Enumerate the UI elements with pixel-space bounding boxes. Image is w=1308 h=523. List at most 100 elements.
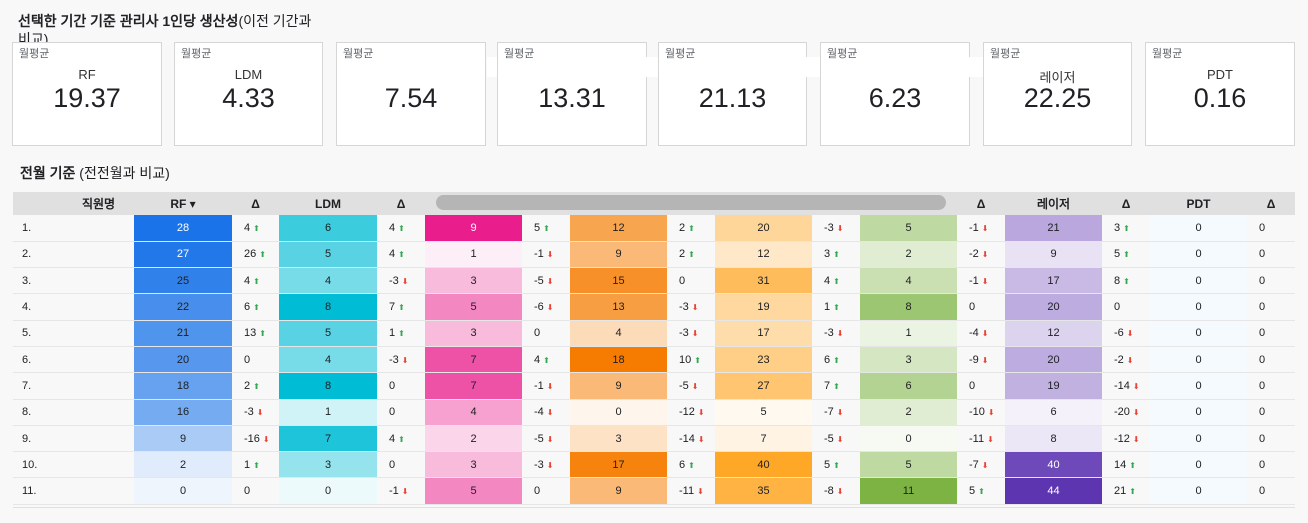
delta-cell: -2 ⬇ <box>957 241 1005 269</box>
table-row[interactable]: 11. 0 0 0 -1 ⬇ 5 0 9 -11 ⬇ 35 -8 ⬇ 11 5 ⬆ 44 21 ⬆ 0 0 <box>13 477 1295 505</box>
column-header[interactable]: 레이저 <box>1005 192 1102 215</box>
delta-cell: -4 ⬇ <box>957 320 1005 347</box>
delta-cell: 3 ⬆ <box>1102 215 1150 242</box>
arrow-down-icon: ⬇ <box>401 355 409 365</box>
scorecard-value: 6.23 <box>868 83 922 113</box>
arrow-down-icon: ⬇ <box>546 250 554 260</box>
delta-cell: 0 <box>377 372 425 400</box>
metric-cell: 12 <box>715 241 812 269</box>
table-bottom-border <box>13 507 1295 508</box>
metric-cell: 21 <box>134 320 232 347</box>
delta-value: -1 <box>534 248 544 261</box>
delta-value: -3 <box>244 406 254 419</box>
arrow-down-icon: ⬇ <box>691 329 699 339</box>
delta-value: -3 <box>389 353 399 366</box>
metric-cell: 17 <box>715 320 812 347</box>
arrow-up-icon: ⬆ <box>1123 223 1130 233</box>
arrow-up-icon: ⬆ <box>688 250 695 260</box>
delta-cell: -3 ⬇ <box>667 293 715 321</box>
scorecard: 월평균 7.54 <box>336 42 509 146</box>
employee-name <box>63 320 134 347</box>
delta-cell: 6 ⬆ <box>812 346 860 374</box>
arrow-up-icon: ⬆ <box>688 223 695 233</box>
metric-cell: 8 <box>279 372 377 400</box>
table-row[interactable]: 8. 16 -3 ⬇ 1 0 4 -4 ⬇ 0 -12 ⬇ 5 -7 ⬇ 2 -10 ⬇ 6 -20 ⬇ 0 0 <box>13 399 1295 426</box>
sort-header-rf[interactable]: RF ▾ <box>134 192 232 215</box>
arrow-up-icon: ⬆ <box>833 250 840 260</box>
metric-cell: 20 <box>1005 293 1102 321</box>
delta-cell: 4 ⬆ <box>232 215 279 242</box>
delta-value: 0 <box>1259 458 1266 471</box>
arrow-down-icon: ⬇ <box>836 223 844 233</box>
delta-value: -14 <box>1114 379 1130 392</box>
scorecard-value: 21.13 <box>698 83 767 113</box>
delta-cell: 13 ⬆ <box>232 320 279 347</box>
delta-value: 7 <box>824 379 831 392</box>
scorecard-metric-name: RF <box>78 67 96 82</box>
delta-value: 0 <box>679 274 686 287</box>
arrow-down-icon: ⬇ <box>256 408 264 418</box>
scorecard-value: 0.16 <box>1193 83 1247 113</box>
row-rank: 5. <box>13 320 63 347</box>
table-row[interactable]: 5. 21 13 ⬆ 5 1 ⬆ 3 0 4 -3 ⬇ 17 -3 ⬇ 1 -4 ⬇ 12 -6 ⬇ 0 0 <box>13 320 1295 347</box>
metric-cell: 9 <box>1005 241 1102 269</box>
delta-cell: -7 ⬇ <box>957 451 1005 479</box>
metric-cell: 5 <box>425 293 522 321</box>
scorecard: 월평균 LDM 4.33 <box>174 42 323 146</box>
metric-cell: 5 <box>279 320 377 347</box>
metric-cell: 3 <box>570 425 667 453</box>
table-row[interactable]: 6. 20 0 4 -3 ⬇ 7 4 ⬆ 18 10 ⬆ 23 6 ⬆ 3 -9 ⬇ 20 -2 ⬇ 0 0 <box>13 346 1295 374</box>
delta-value: 1 <box>389 327 396 340</box>
horizontal-scrollbar[interactable] <box>436 195 946 210</box>
scorecard-value: 22.25 <box>1023 83 1092 113</box>
metric-cell: 0 <box>279 477 377 505</box>
delta-cell: -5 ⬇ <box>522 425 570 453</box>
metric-cell: 6 <box>1005 399 1102 426</box>
table-row[interactable]: 3. 25 4 ⬆ 4 -3 ⬇ 3 -5 ⬇ 15 0 31 4 ⬆ 4 -1 ⬇ 17 8 ⬆ 0 0 <box>13 267 1295 295</box>
arrow-down-icon: ⬇ <box>1132 408 1140 418</box>
column-header[interactable]: Δ <box>1102 192 1150 215</box>
metric-cell: 4 <box>860 267 957 295</box>
delta-value: 3 <box>1114 221 1121 234</box>
scorecard-label: 월평균 <box>343 48 374 60</box>
delta-cell: -1 ⬇ <box>957 215 1005 242</box>
table-row[interactable]: 7. 18 2 ⬆ 8 0 7 -1 ⬇ 9 -5 ⬇ 27 7 ⬆ 6 0 19 -14 ⬇ 0 0 <box>13 372 1295 400</box>
delta-cell: 26 ⬆ <box>232 241 279 269</box>
arrow-up-icon: ⬆ <box>1129 487 1136 497</box>
metric-cell: 25 <box>134 267 232 295</box>
column-header[interactable]: Δ <box>957 192 1005 215</box>
table-row[interactable]: 1. 28 4 ⬆ 6 4 ⬆ 9 5 ⬆ 12 2 ⬆ 20 -3 ⬇ 5 -1 ⬇ 21 3 ⬆ 0 0 <box>13 215 1295 242</box>
column-header[interactable]: Δ <box>1247 192 1295 215</box>
column-header[interactable]: Δ <box>377 192 425 215</box>
column-header[interactable]: LDM <box>279 192 377 215</box>
arrow-up-icon: ⬆ <box>1123 276 1130 286</box>
employee-name <box>63 241 134 269</box>
arrow-down-icon: ⬇ <box>981 250 989 260</box>
delta-cell: 0 <box>1247 267 1295 295</box>
metric-cell: 40 <box>1005 451 1102 479</box>
arrow-up-icon: ⬆ <box>688 460 695 470</box>
column-header[interactable]: Δ <box>232 192 279 215</box>
arrow-down-icon: ⬇ <box>546 303 554 313</box>
delta-value: 0 <box>534 327 541 340</box>
metric-cell: 27 <box>134 241 232 269</box>
column-header[interactable]: PDT <box>1150 192 1247 215</box>
delta-cell: -12 ⬇ <box>1102 425 1150 453</box>
delta-cell: 14 ⬆ <box>1102 451 1150 479</box>
arrow-down-icon: ⬇ <box>546 460 554 470</box>
delta-value: 4 <box>389 248 396 261</box>
metric-cell: 44 <box>1005 477 1102 505</box>
delta-cell: -16 ⬇ <box>232 425 279 453</box>
table-row[interactable]: 2. 27 26 ⬆ 5 4 ⬆ 1 -1 ⬇ 9 2 ⬆ 12 3 ⬆ 2 -2 ⬇ 9 5 ⬆ 0 0 <box>13 241 1295 269</box>
delta-value: 0 <box>389 458 396 471</box>
delta-cell: 0 <box>1247 293 1295 321</box>
metric-cell: 22 <box>134 293 232 321</box>
arrow-down-icon: ⬇ <box>1126 355 1134 365</box>
delta-value: -11 <box>679 485 695 498</box>
arrow-down-icon: ⬇ <box>546 276 554 286</box>
delta-cell: 0 <box>377 451 425 479</box>
table-row[interactable]: 4. 22 6 ⬆ 8 7 ⬆ 5 -6 ⬇ 13 -3 ⬇ 19 1 ⬆ 8 0 20 0 0 0 <box>13 293 1295 321</box>
table-row[interactable]: 10. 2 1 ⬆ 3 0 3 -3 ⬇ 17 6 ⬆ 40 5 ⬆ 5 -7 ⬇ 40 14 ⬆ 0 0 <box>13 451 1295 479</box>
table-row[interactable]: 9. 9 -16 ⬇ 7 4 ⬆ 2 -5 ⬇ 3 -14 ⬇ 7 -5 ⬇ 0 -11 ⬇ 8 -12 ⬇ 0 0 <box>13 425 1295 453</box>
